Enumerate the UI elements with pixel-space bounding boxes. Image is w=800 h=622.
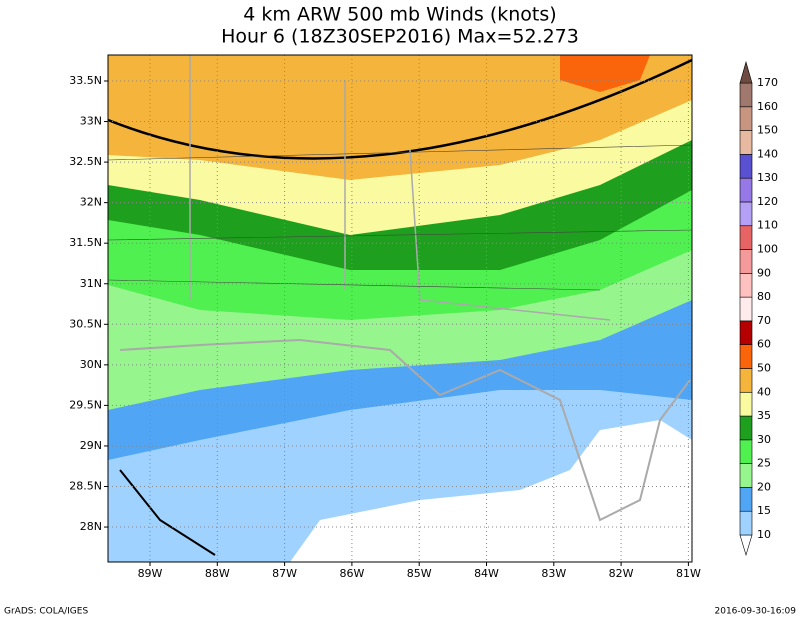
lon-label: 87W bbox=[272, 567, 297, 580]
colorbar-box bbox=[739, 249, 753, 274]
lat-label: 31.5N bbox=[69, 236, 102, 249]
subtitle: Hour 6 (18Z30SEP2016) Max=52.273 bbox=[221, 26, 579, 48]
colorbar-box bbox=[739, 439, 753, 464]
lat-label: 33.5N bbox=[69, 74, 102, 87]
colorbar-box bbox=[739, 415, 753, 441]
colorbar-box bbox=[739, 368, 753, 393]
lat-label: 31N bbox=[80, 277, 102, 290]
colorbar-box bbox=[739, 130, 753, 155]
wind-shading bbox=[108, 55, 692, 562]
lon-label: 81W bbox=[676, 567, 701, 580]
colorbar-label: 10 bbox=[757, 528, 771, 541]
lat-label: 30.5N bbox=[69, 317, 102, 330]
colorbar-label: 90 bbox=[757, 266, 771, 279]
lat-label: 32.5N bbox=[69, 155, 102, 168]
colorbar-label: 100 bbox=[757, 243, 778, 256]
title: 4 km ARW 500 mb Winds (knots) bbox=[243, 4, 556, 26]
lat-label: 30N bbox=[80, 358, 102, 371]
colorbar-label: 80 bbox=[757, 290, 771, 303]
lat-label: 29N bbox=[80, 439, 102, 452]
colorbar-label: 40 bbox=[757, 385, 771, 398]
footer-right: 2016-09-30-16:09 bbox=[715, 607, 797, 617]
colorbar-box bbox=[739, 344, 753, 369]
colorbar-label: 110 bbox=[757, 219, 778, 232]
lat-label: 29.5N bbox=[69, 398, 102, 411]
axis-labels: 33.5N 33N 32.5N 32N 31.5N 31N 30.5N 30N 29.5N 29N… bbox=[69, 74, 701, 580]
colorbar-label: 35 bbox=[757, 409, 771, 422]
colorbar-low-triangle bbox=[739, 534, 753, 557]
lon-label: 83W bbox=[541, 567, 566, 580]
colorbar-box bbox=[739, 273, 753, 298]
lon-label: 86W bbox=[339, 567, 364, 580]
lat-label: 33N bbox=[80, 115, 102, 128]
lat-label: 28.5N bbox=[69, 480, 102, 493]
colorbar-box bbox=[739, 296, 753, 322]
colorbar-label: 130 bbox=[757, 171, 778, 184]
colorbar-label: 50 bbox=[757, 361, 771, 374]
colorbar-box bbox=[739, 82, 753, 108]
graticule bbox=[108, 55, 692, 562]
lon-label: 84W bbox=[474, 567, 499, 580]
colorbar-high-triangle bbox=[739, 60, 753, 84]
colorbar-box bbox=[739, 201, 753, 227]
colorbar-label: 170 bbox=[757, 76, 778, 89]
colorbar-label: 20 bbox=[757, 480, 771, 493]
colorbar-label: 140 bbox=[757, 147, 778, 160]
footer-left: GrADS: COLA/IGES bbox=[4, 607, 88, 617]
colorbar-box bbox=[739, 154, 753, 179]
lon-label: 82W bbox=[609, 567, 634, 580]
colorbar: 10 15 20 25 30 35 40 50 60 70 80 90 100 110 120 130 140 1… bbox=[739, 60, 778, 557]
colorbar-box bbox=[739, 510, 753, 536]
colorbar-box bbox=[739, 487, 753, 512]
map-frame bbox=[107, 54, 693, 563]
colorbar-label: 30 bbox=[757, 433, 771, 446]
lon-label: 89W bbox=[138, 567, 163, 580]
colorbar-label: 160 bbox=[757, 100, 778, 113]
colorbar-label: 150 bbox=[757, 124, 778, 137]
map-lines bbox=[107, 55, 693, 556]
colorbar-box bbox=[739, 225, 753, 250]
colorbar-label: 120 bbox=[757, 195, 778, 208]
lon-label: 88W bbox=[205, 567, 230, 580]
colorbar-label: 60 bbox=[757, 338, 771, 351]
colorbar-label: 25 bbox=[757, 457, 771, 470]
colorbar-box bbox=[739, 463, 753, 488]
colorbar-label: 15 bbox=[757, 504, 771, 517]
colorbar-box bbox=[739, 177, 753, 203]
colorbar-box bbox=[739, 106, 753, 131]
lat-label: 32N bbox=[80, 196, 102, 209]
colorbar-box bbox=[739, 391, 753, 417]
colorbar-box bbox=[739, 320, 753, 345]
lon-label: 85W bbox=[407, 567, 432, 580]
colorbar-label: 70 bbox=[757, 314, 771, 327]
lat-label: 28N bbox=[80, 520, 102, 533]
